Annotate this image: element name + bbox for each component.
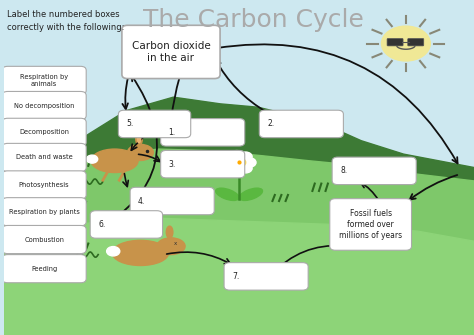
Text: 2.: 2. (267, 120, 274, 128)
FancyBboxPatch shape (130, 187, 214, 215)
FancyBboxPatch shape (408, 39, 424, 46)
Circle shape (243, 158, 256, 167)
Text: Photosynthesis: Photosynthesis (19, 182, 70, 188)
FancyBboxPatch shape (2, 118, 86, 146)
Text: No decomposition: No decomposition (14, 103, 74, 109)
Ellipse shape (112, 241, 169, 265)
Circle shape (230, 151, 243, 160)
Circle shape (223, 154, 237, 164)
Ellipse shape (128, 144, 154, 160)
Text: x: x (174, 241, 177, 246)
Circle shape (233, 158, 246, 167)
Text: 1.: 1. (169, 128, 176, 137)
Ellipse shape (166, 226, 173, 238)
Circle shape (239, 163, 252, 173)
FancyBboxPatch shape (224, 263, 308, 290)
Text: 5.: 5. (127, 120, 134, 128)
Circle shape (239, 152, 252, 161)
Text: 3.: 3. (169, 160, 176, 169)
Text: Respiration by
animals: Respiration by animals (20, 74, 68, 87)
Circle shape (230, 165, 243, 174)
FancyBboxPatch shape (332, 157, 416, 185)
Ellipse shape (157, 238, 185, 255)
Text: Combustion: Combustion (24, 237, 64, 243)
Ellipse shape (136, 133, 142, 145)
FancyBboxPatch shape (259, 110, 343, 138)
Circle shape (223, 161, 237, 171)
FancyBboxPatch shape (161, 119, 245, 146)
Text: 4.: 4. (138, 197, 146, 205)
Circle shape (86, 155, 98, 163)
FancyBboxPatch shape (90, 211, 163, 238)
Text: Carbon dioxide
in the air: Carbon dioxide in the air (132, 41, 210, 63)
Text: 7.: 7. (232, 272, 239, 281)
Polygon shape (65, 97, 474, 335)
Polygon shape (4, 218, 474, 335)
Text: Fossil fuels
formed over
millions of years: Fossil fuels formed over millions of yea… (339, 209, 402, 240)
FancyBboxPatch shape (330, 199, 411, 250)
FancyBboxPatch shape (2, 143, 86, 172)
FancyBboxPatch shape (2, 225, 86, 254)
Text: 8.: 8. (340, 166, 347, 175)
FancyBboxPatch shape (2, 91, 86, 120)
FancyBboxPatch shape (387, 39, 403, 46)
Ellipse shape (137, 135, 141, 143)
FancyBboxPatch shape (122, 25, 220, 79)
FancyBboxPatch shape (2, 171, 86, 199)
FancyBboxPatch shape (2, 255, 86, 283)
Text: Feeding: Feeding (31, 266, 57, 272)
Text: Death and waste: Death and waste (16, 154, 73, 160)
Text: 6.: 6. (98, 220, 105, 229)
Circle shape (107, 247, 120, 256)
Text: Respiration by plants: Respiration by plants (9, 209, 80, 215)
Ellipse shape (91, 149, 138, 173)
Ellipse shape (239, 188, 263, 200)
Text: Label the numbered boxes
correctly with the following:: Label the numbered boxes correctly with … (7, 10, 124, 31)
FancyBboxPatch shape (2, 66, 86, 94)
Ellipse shape (216, 188, 239, 200)
FancyBboxPatch shape (161, 150, 245, 178)
Text: The Carbon Cycle: The Carbon Cycle (143, 8, 364, 32)
FancyBboxPatch shape (2, 198, 86, 226)
Circle shape (382, 26, 430, 61)
Text: Decomposition: Decomposition (19, 129, 69, 135)
FancyBboxPatch shape (118, 110, 191, 138)
Polygon shape (4, 149, 474, 335)
